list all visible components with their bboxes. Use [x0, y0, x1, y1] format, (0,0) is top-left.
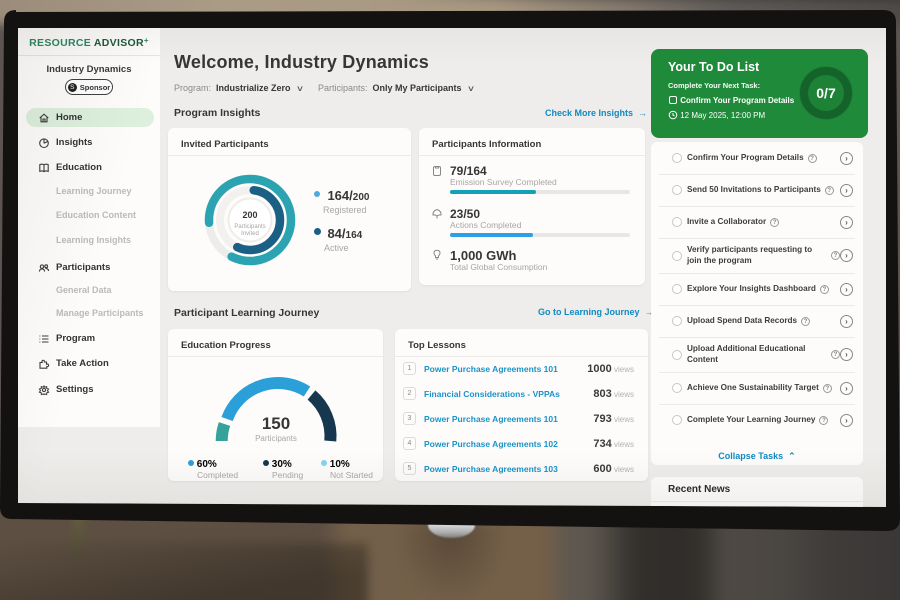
- svg-text:0/7: 0/7: [816, 85, 836, 101]
- svg-text:200: 200: [242, 210, 257, 220]
- svg-text:Participants: Participants: [255, 434, 297, 443]
- svg-text:150: 150: [262, 414, 290, 433]
- svg-text:Participants: Participants: [234, 224, 265, 230]
- svg-text:Invited: Invited: [241, 231, 259, 237]
